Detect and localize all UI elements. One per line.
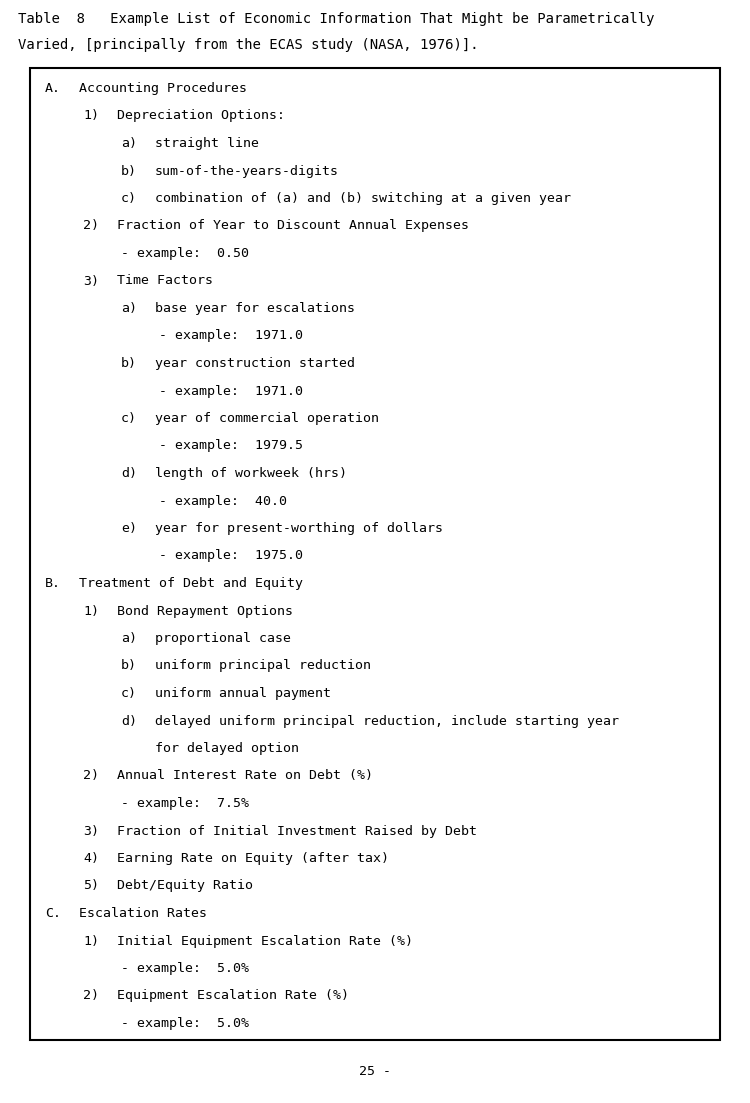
Text: - example:  1971.0: - example: 1971.0 — [159, 330, 303, 343]
Text: Depreciation Options:: Depreciation Options: — [117, 109, 285, 122]
Text: Fraction of Year to Discount Annual Expenses: Fraction of Year to Discount Annual Expe… — [117, 219, 469, 233]
Text: Bond Repayment Options: Bond Repayment Options — [117, 604, 293, 618]
Text: Debt/Equity Ratio: Debt/Equity Ratio — [117, 879, 253, 892]
Text: Varied, [principally from the ECAS study (NASA, 1976)].: Varied, [principally from the ECAS study… — [18, 38, 478, 52]
Text: - example:  5.0%: - example: 5.0% — [121, 962, 249, 975]
Text: Equipment Escalation Rate (%): Equipment Escalation Rate (%) — [117, 989, 349, 1003]
Text: year of commercial operation: year of commercial operation — [155, 413, 379, 425]
Text: Accounting Procedures: Accounting Procedures — [79, 82, 247, 95]
Text: - example:  0.50: - example: 0.50 — [121, 247, 249, 260]
Text: 25 -: 25 - — [359, 1065, 391, 1078]
Text: c): c) — [121, 413, 137, 425]
Text: straight line: straight line — [155, 137, 259, 150]
Text: d): d) — [121, 715, 137, 728]
Text: 5): 5) — [83, 879, 99, 892]
Text: Earning Rate on Equity (after tax): Earning Rate on Equity (after tax) — [117, 852, 389, 865]
Text: 3): 3) — [83, 275, 99, 288]
Text: - example:  1975.0: - example: 1975.0 — [159, 549, 303, 563]
Text: uniform principal reduction: uniform principal reduction — [155, 660, 371, 673]
Text: - example:  1971.0: - example: 1971.0 — [159, 385, 303, 397]
Text: Treatment of Debt and Equity: Treatment of Debt and Equity — [79, 577, 303, 590]
Text: b): b) — [121, 357, 137, 370]
Text: 4): 4) — [83, 852, 99, 865]
Text: a): a) — [121, 632, 137, 645]
Text: e): e) — [121, 522, 137, 535]
Text: delayed uniform principal reduction, include starting year: delayed uniform principal reduction, inc… — [155, 715, 619, 728]
Text: - example:  5.0%: - example: 5.0% — [121, 1017, 249, 1030]
Text: c): c) — [121, 687, 137, 700]
Text: b): b) — [121, 660, 137, 673]
Bar — [30, 68, 720, 1040]
Text: 2): 2) — [83, 770, 99, 782]
Text: B.: B. — [45, 577, 61, 590]
Text: Annual Interest Rate on Debt (%): Annual Interest Rate on Debt (%) — [117, 770, 373, 782]
Text: a): a) — [121, 302, 137, 315]
Text: uniform annual payment: uniform annual payment — [155, 687, 331, 700]
Text: 3): 3) — [83, 825, 99, 837]
Text: year for present-worthing of dollars: year for present-worthing of dollars — [155, 522, 443, 535]
Text: c): c) — [121, 192, 137, 205]
Text: C.: C. — [45, 907, 61, 920]
Text: - example:  7.5%: - example: 7.5% — [121, 797, 249, 810]
Text: - example:  40.0: - example: 40.0 — [159, 494, 287, 507]
Text: proportional case: proportional case — [155, 632, 291, 645]
Text: a): a) — [121, 137, 137, 150]
Text: A.: A. — [45, 82, 61, 95]
Text: 2): 2) — [83, 219, 99, 233]
Text: combination of (a) and (b) switching at a given year: combination of (a) and (b) switching at … — [155, 192, 571, 205]
Text: year construction started: year construction started — [155, 357, 355, 370]
Text: b): b) — [121, 164, 137, 178]
Text: 1): 1) — [83, 109, 99, 122]
Text: Table  8   Example List of Economic Information That Might be Parametrically: Table 8 Example List of Economic Informa… — [18, 12, 655, 26]
Text: base year for escalations: base year for escalations — [155, 302, 355, 315]
Text: Time Factors: Time Factors — [117, 275, 213, 288]
Text: Escalation Rates: Escalation Rates — [79, 907, 207, 920]
Text: length of workweek (hrs): length of workweek (hrs) — [155, 467, 347, 480]
Text: Fraction of Initial Investment Raised by Debt: Fraction of Initial Investment Raised by… — [117, 825, 477, 837]
Text: - example:  1979.5: - example: 1979.5 — [159, 439, 303, 452]
Text: 1): 1) — [83, 604, 99, 618]
Text: d): d) — [121, 467, 137, 480]
Text: Initial Equipment Escalation Rate (%): Initial Equipment Escalation Rate (%) — [117, 934, 413, 947]
Text: 2): 2) — [83, 989, 99, 1003]
Text: for delayed option: for delayed option — [155, 742, 299, 754]
Text: 1): 1) — [83, 934, 99, 947]
Text: sum-of-the-years-digits: sum-of-the-years-digits — [155, 164, 339, 178]
